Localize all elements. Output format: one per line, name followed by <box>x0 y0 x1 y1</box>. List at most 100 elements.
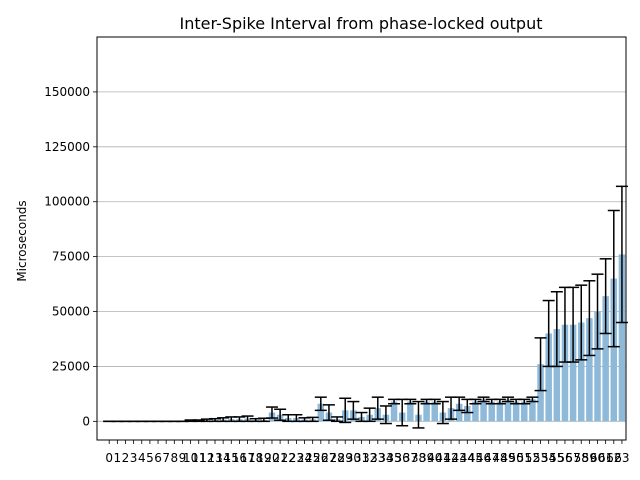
x-tick-label: 48 <box>492 451 507 465</box>
x-tick-label: 18 <box>248 451 263 465</box>
x-tick-label: 3 <box>130 451 138 465</box>
bar <box>602 296 609 422</box>
x-tick-label: 57 <box>565 451 580 465</box>
bar <box>472 401 479 422</box>
x-tick-label: 60 <box>590 451 605 465</box>
x-tick-label: 6 <box>154 451 162 465</box>
y-tick-label: 150000 <box>44 85 90 99</box>
bar <box>512 401 520 422</box>
x-tick-label: 36 <box>395 451 410 465</box>
x-tick-label: 61 <box>598 451 613 465</box>
bar <box>488 401 495 422</box>
bar <box>464 405 471 422</box>
x-tick-label: 53 <box>533 451 548 465</box>
bar <box>390 401 398 422</box>
x-tick-label: 59 <box>582 451 597 465</box>
bar <box>545 333 552 422</box>
x-tick-label: 17 <box>240 451 255 465</box>
x-tick-label: 2 <box>122 451 130 465</box>
x-tick-label: 21 <box>272 451 287 465</box>
bar <box>317 403 325 422</box>
x-tick-label: 44 <box>460 451 475 465</box>
bar <box>594 311 601 422</box>
x-tick-label: 52 <box>525 451 540 465</box>
x-tick-label: 1 <box>114 451 122 465</box>
x-tick-label: 58 <box>574 451 589 465</box>
y-tick-label: 75000 <box>52 250 90 264</box>
x-tick-label: 15 <box>224 451 239 465</box>
grid <box>97 91 626 422</box>
x-tick-label: 63 <box>614 451 629 465</box>
x-tick-label: 9 <box>179 451 187 465</box>
x-tick-label: 26 <box>313 451 328 465</box>
x-tick-label: 27 <box>321 451 336 465</box>
x-tick-label: 24 <box>297 451 312 465</box>
x-tick-label: 14 <box>216 451 231 465</box>
x-tick-label: 45 <box>468 451 483 465</box>
x-tick-label: 11 <box>191 451 206 465</box>
x-tick-label: 30 <box>346 451 361 465</box>
x-tick-label: 47 <box>484 451 499 465</box>
bar <box>610 278 618 422</box>
x-tick-label: 37 <box>403 451 418 465</box>
y-axis-label: Microseconds <box>15 200 29 281</box>
bar <box>569 324 577 422</box>
x-axis: 0 1 2 3 4 5 6 7 8 9101112131415161718192021222324… <box>105 440 630 465</box>
y-tick-label: 100000 <box>44 195 90 209</box>
x-tick-label: 43 <box>452 451 467 465</box>
y-axis: 0 25000 50000 75000 100000 125000 150000 <box>44 85 97 428</box>
x-tick-label: 41 <box>435 451 450 465</box>
x-tick-label: 29 <box>338 451 353 465</box>
x-tick-label: 7 <box>162 451 170 465</box>
x-tick-label: 35 <box>386 451 401 465</box>
bar <box>496 401 504 422</box>
bar <box>407 401 414 422</box>
bars <box>105 254 626 422</box>
x-tick-label: 22 <box>281 451 296 465</box>
x-tick-label: 49 <box>500 451 515 465</box>
y-tick-label: 50000 <box>52 305 90 319</box>
y-tick-label: 0 <box>82 414 90 428</box>
x-tick-label: 38 <box>411 451 426 465</box>
x-tick-label: 39 <box>419 451 434 465</box>
bar <box>553 329 561 422</box>
bar <box>423 401 430 422</box>
x-tick-label: 5 <box>146 451 154 465</box>
x-tick-label: 16 <box>232 451 247 465</box>
bar <box>504 399 512 422</box>
x-tick-label: 4 <box>138 451 146 465</box>
y-tick-label: 25000 <box>52 359 90 373</box>
x-tick-label: 25 <box>305 451 320 465</box>
x-tick-label: 34 <box>378 451 393 465</box>
bar <box>537 364 544 422</box>
x-tick-label: 32 <box>362 451 377 465</box>
x-tick-label: 12 <box>199 451 214 465</box>
x-tick-label: 19 <box>256 451 271 465</box>
x-tick-label: 0 <box>105 451 113 465</box>
bar <box>577 322 585 422</box>
x-tick-label: 40 <box>427 451 442 465</box>
bar <box>561 324 569 422</box>
x-tick-label: 54 <box>541 451 556 465</box>
bar <box>618 254 626 422</box>
bar <box>431 401 439 422</box>
bar <box>455 403 463 422</box>
x-tick-label: 46 <box>476 451 491 465</box>
bar <box>480 399 487 422</box>
chart-title: Inter-Spike Interval from phase-locked o… <box>179 14 542 33</box>
x-tick-label: 56 <box>557 451 572 465</box>
x-tick-label: 13 <box>207 451 222 465</box>
x-tick-label: 55 <box>549 451 564 465</box>
x-tick-label: 62 <box>606 451 621 465</box>
x-tick-label: 20 <box>264 451 279 465</box>
x-tick-label: 8 <box>170 451 178 465</box>
x-tick-label: 10 <box>183 451 198 465</box>
bar <box>529 399 536 422</box>
x-tick-label: 51 <box>517 451 532 465</box>
x-tick-label: 42 <box>443 451 458 465</box>
x-tick-label: 33 <box>370 451 385 465</box>
y-tick-label: 125000 <box>44 140 90 154</box>
x-tick-label: 31 <box>354 451 369 465</box>
error-bars <box>103 185 628 429</box>
